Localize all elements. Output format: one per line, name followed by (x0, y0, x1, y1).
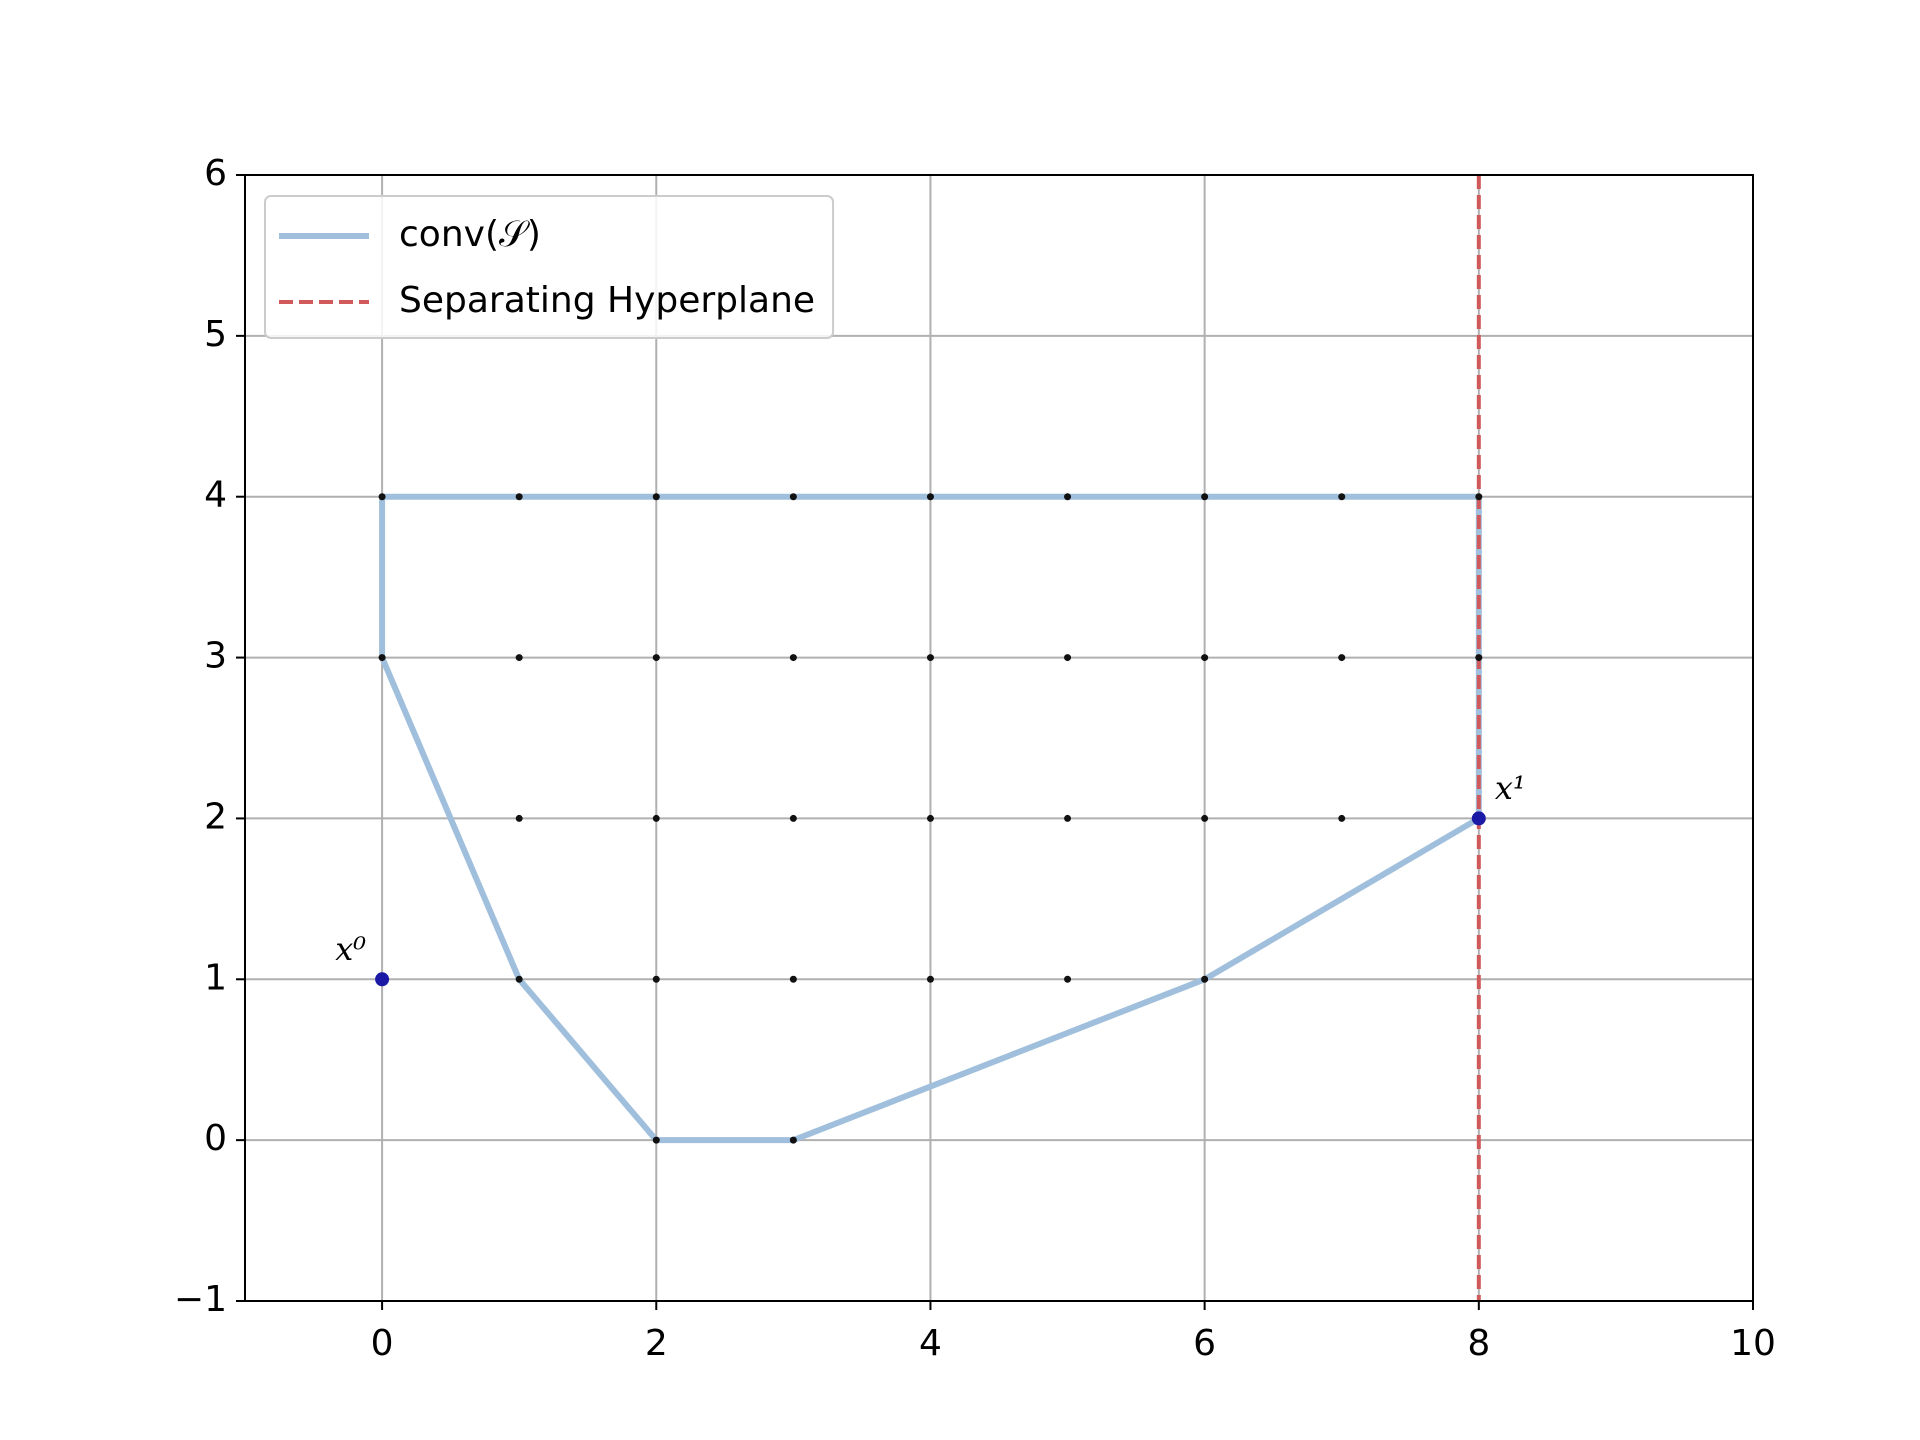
lattice-point (1338, 654, 1346, 662)
lattice-point (1201, 975, 1209, 983)
lattice-point (1064, 493, 1072, 501)
lattice-point (1475, 493, 1483, 501)
lattice-point (1201, 814, 1209, 822)
lattice-point (789, 493, 797, 501)
lattice-point (789, 975, 797, 983)
grid (245, 174, 1754, 1302)
lattice-point (1475, 654, 1483, 662)
lattice-point (789, 814, 797, 822)
x-tick-label: 0 (371, 1323, 394, 1364)
y-tick-label: 4 (204, 475, 227, 516)
x-tick-label: 2 (645, 1323, 668, 1364)
lattice-point (652, 654, 660, 662)
x-tick-label: 4 (919, 1323, 942, 1364)
lattice-point (926, 493, 934, 501)
lattice-point (515, 814, 523, 822)
lattice-point (1201, 654, 1209, 662)
highlight-point (375, 972, 390, 987)
y-tick-label: 0 (204, 1118, 227, 1159)
x-tick-label: 10 (1730, 1323, 1776, 1364)
lattice-point (1338, 493, 1346, 501)
lattice-point (515, 493, 523, 501)
y-tick-label: 1 (204, 957, 227, 998)
legend: conv(𝒮) Separating Hyperplane (264, 195, 835, 339)
legend-box (264, 195, 835, 339)
lattice-point (789, 1136, 797, 1144)
axes-frame (244, 174, 1754, 1302)
plot-area: x⁰ x¹ (335, 175, 1526, 1301)
highlight-point (1471, 811, 1486, 826)
y-tick-label: 2 (204, 796, 227, 837)
legend-label: Separating Hyperplane (399, 280, 815, 321)
lattice-point (515, 654, 523, 662)
lattice-point (652, 493, 660, 501)
lattice-point (926, 814, 934, 822)
lattice-point (1064, 654, 1072, 662)
lattice-point (789, 654, 797, 662)
y-tick-label: 6 (204, 153, 227, 194)
y-tick-label: −1 (174, 1279, 227, 1320)
lattice-point (652, 814, 660, 822)
x-tick-label: 8 (1467, 1323, 1490, 1364)
y-tick-label: 5 (204, 314, 227, 355)
lattice-point (652, 975, 660, 983)
y-tick-label: 3 (204, 636, 227, 677)
lattice-point (1064, 814, 1072, 822)
lattice-point (378, 654, 386, 662)
lattice-point (1338, 814, 1346, 822)
lattice-point (926, 975, 934, 983)
lattice-point (378, 493, 386, 501)
lattice-point (926, 654, 934, 662)
point-label: x⁰ (335, 930, 366, 968)
lattice-point (652, 1136, 660, 1144)
legend-label: conv(𝒮) (399, 214, 541, 255)
x-tick-label: 6 (1193, 1323, 1216, 1364)
lattice-point (515, 975, 523, 983)
lattice-point (1201, 493, 1209, 501)
lattice-point (1064, 975, 1072, 983)
point-label: x¹ (1495, 769, 1526, 807)
